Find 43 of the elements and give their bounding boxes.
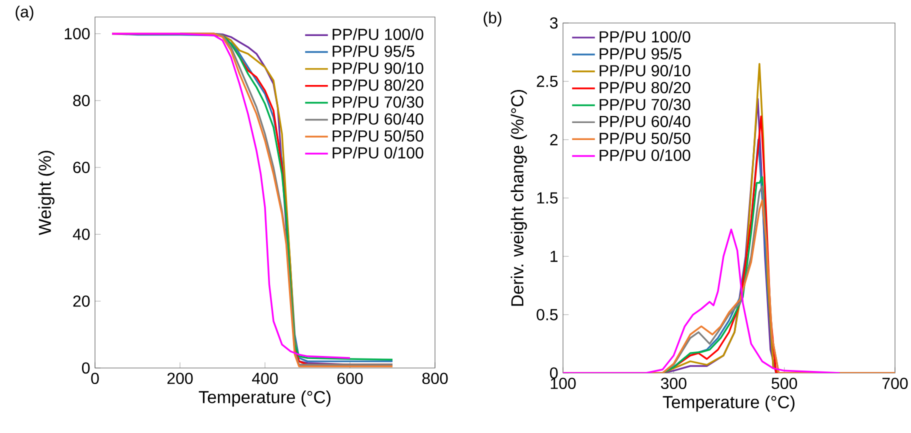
chart-title: (b) bbox=[484, 12, 502, 27]
x-axis-title: Temperature (°C) bbox=[198, 390, 330, 407]
y-tick-label: 1 bbox=[550, 250, 558, 262]
y-tick-label: 1.5 bbox=[537, 192, 558, 204]
x-tick-label: 500 bbox=[772, 378, 798, 390]
legend-label: PP/PU 100/0 bbox=[332, 28, 424, 40]
y-tick-label: 3 bbox=[550, 17, 558, 29]
x-tick-label: 400 bbox=[252, 372, 278, 384]
line-series bbox=[563, 228, 841, 373]
y-tick-label: 20 bbox=[73, 295, 90, 307]
chart-title: (a) bbox=[16, 6, 34, 21]
legend-label: PP/PU 95/5 bbox=[332, 45, 414, 57]
x-tick-label: 300 bbox=[660, 378, 686, 390]
y-tick-label: 0 bbox=[82, 362, 90, 374]
legend-label: PP/PU 100/0 bbox=[600, 30, 690, 43]
legend-label: PP/PU 90/10 bbox=[600, 64, 690, 76]
y-tick-label: 100 bbox=[64, 28, 90, 40]
legend-label: PP/PU 60/40 bbox=[600, 115, 690, 128]
legend-label: PP/PU 80/20 bbox=[600, 82, 690, 94]
x-tick-label: 600 bbox=[337, 372, 363, 384]
x-tick-label: 800 bbox=[422, 372, 448, 384]
y-tick-label: 60 bbox=[73, 162, 90, 174]
legend-label: PP/PU 70/30 bbox=[600, 98, 690, 110]
legend-label: PP/PU 50/50 bbox=[332, 130, 424, 142]
y-axis-title: Weight (%) bbox=[38, 150, 54, 236]
y-tick-label: 2 bbox=[550, 134, 558, 146]
x-axis-title: Temperature (°C) bbox=[662, 396, 794, 412]
y-tick-label: 0.5 bbox=[536, 309, 558, 320]
legend-label: PP/PU 0/100 bbox=[600, 149, 690, 161]
y-tick-label: 40 bbox=[72, 228, 90, 240]
x-tick-label: 200 bbox=[167, 372, 193, 384]
legend-label: PP/PU 0/100 bbox=[332, 146, 424, 159]
x-tick-label: 700 bbox=[882, 378, 908, 390]
legend-label: PP/PU 60/40 bbox=[332, 112, 424, 125]
y-tick-label: 2.5 bbox=[536, 76, 558, 87]
legend-label: PP/PU 90/10 bbox=[332, 62, 424, 74]
legend-label: PP/PU 80/20 bbox=[332, 79, 424, 91]
legend-label: PP/PU 95/5 bbox=[600, 48, 682, 60]
y-axis-title: Deriv. weight change (%/°C) bbox=[510, 90, 527, 306]
y-tick-label: 80 bbox=[73, 94, 90, 106]
legend-label: PP/PU 50/50 bbox=[600, 132, 690, 144]
legend-label: PP/PU 70/30 bbox=[332, 96, 424, 108]
x-tick-label: 0 bbox=[91, 372, 99, 384]
